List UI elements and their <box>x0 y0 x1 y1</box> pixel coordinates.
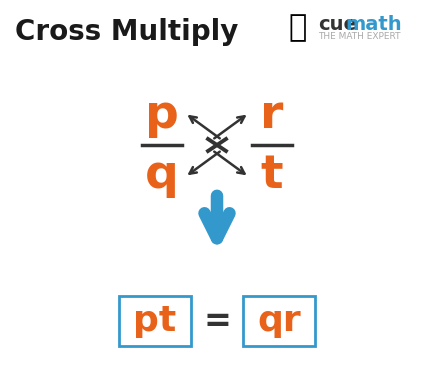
Text: r: r <box>260 93 284 138</box>
FancyBboxPatch shape <box>243 296 315 346</box>
Text: Cross Multiply: Cross Multiply <box>15 18 238 46</box>
Text: THE MATH EXPERT: THE MATH EXPERT <box>318 32 401 41</box>
Text: cue: cue <box>318 15 357 34</box>
FancyBboxPatch shape <box>119 296 191 346</box>
Text: math: math <box>345 15 401 34</box>
Text: 🚀: 🚀 <box>288 13 306 42</box>
Text: pt: pt <box>133 304 177 338</box>
Text: q: q <box>145 153 179 197</box>
Text: p: p <box>145 93 179 138</box>
Text: t: t <box>261 153 283 197</box>
Text: qr: qr <box>257 304 301 338</box>
Text: =: = <box>203 304 231 338</box>
